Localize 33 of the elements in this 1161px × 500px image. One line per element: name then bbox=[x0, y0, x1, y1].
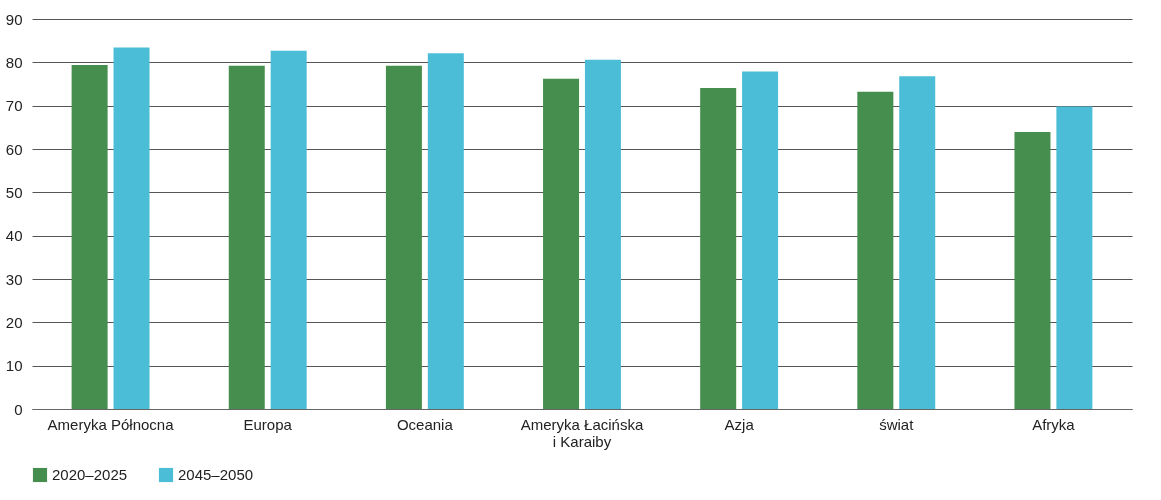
y-tick-label: 0 bbox=[14, 400, 23, 418]
bar bbox=[857, 91, 894, 409]
x-tick-label: Azja bbox=[724, 415, 755, 433]
bar bbox=[270, 50, 307, 409]
bar bbox=[71, 64, 108, 409]
bar bbox=[1014, 132, 1051, 409]
y-tick-label: 30 bbox=[5, 270, 23, 288]
bar bbox=[584, 59, 621, 409]
y-tick-label: 50 bbox=[5, 183, 23, 201]
bar bbox=[899, 76, 936, 409]
bar bbox=[1056, 106, 1093, 409]
bar bbox=[427, 53, 464, 409]
y-tick-label: 20 bbox=[5, 313, 23, 331]
x-tick-label: Oceania bbox=[396, 415, 454, 433]
legend-label: 2045–2050 bbox=[178, 466, 254, 483]
x-tick-label: Ameryka Łacińska i Karaiby bbox=[520, 415, 644, 450]
y-tick-label: 70 bbox=[5, 97, 23, 115]
legend-label: 2020–2025 bbox=[52, 466, 128, 483]
x-tick-label: Afryka bbox=[1032, 415, 1076, 433]
x-tick-label: Europa bbox=[243, 415, 293, 433]
bar bbox=[742, 71, 779, 409]
y-tick-label: 10 bbox=[5, 357, 23, 375]
bar bbox=[228, 65, 265, 409]
x-tick-label: świat bbox=[879, 415, 915, 433]
bar bbox=[543, 78, 580, 409]
bar bbox=[113, 47, 150, 409]
x-tick-label: Ameryka Północna bbox=[47, 415, 175, 433]
y-tick-label: 90 bbox=[5, 10, 23, 28]
y-tick-label: 60 bbox=[5, 140, 23, 158]
bar bbox=[700, 87, 737, 409]
y-tick-label: 80 bbox=[5, 53, 23, 71]
bar bbox=[385, 65, 422, 409]
y-tick-label: 40 bbox=[5, 227, 23, 245]
